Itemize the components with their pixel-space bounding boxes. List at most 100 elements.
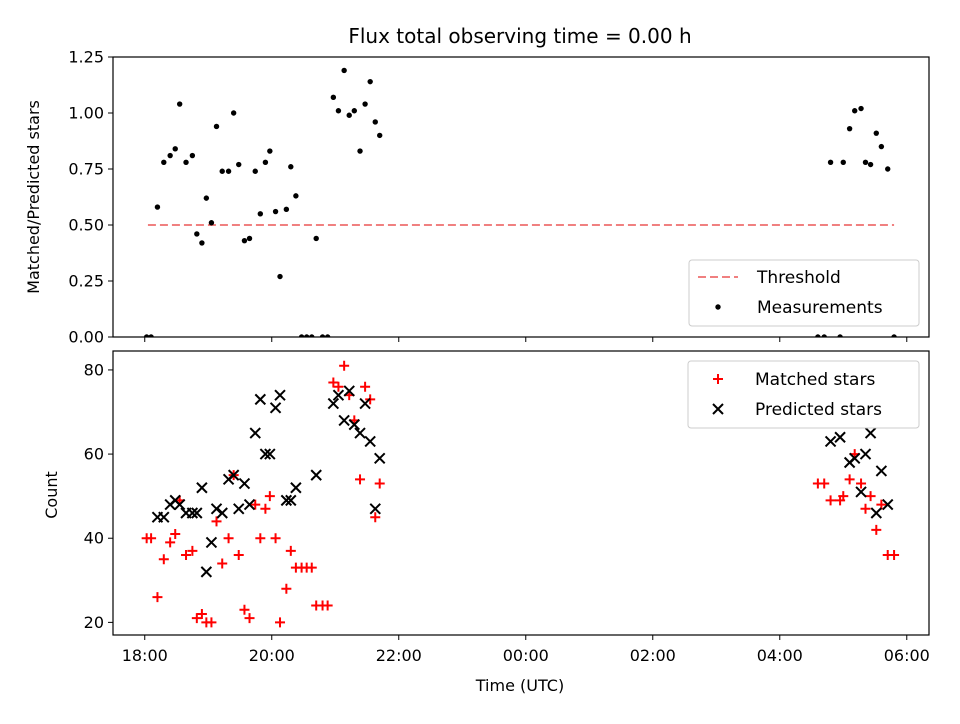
matched-star-point [239, 604, 250, 615]
matched-star-point [856, 478, 867, 489]
top-y-axis-label: Matched/Predicted stars [24, 100, 43, 294]
predicted-star-point [259, 448, 272, 460]
predicted-star-point [205, 536, 218, 549]
matched-star-point [250, 499, 261, 510]
predicted-star-point [310, 469, 322, 481]
bottom-x-tick-label: 04:00 [757, 646, 803, 665]
matched-star-point [187, 545, 198, 556]
matched-star-point [838, 491, 849, 502]
predicted-star-point [227, 469, 240, 481]
measurement-point [143, 334, 150, 337]
matched-star-point [264, 491, 275, 502]
predicted-star-point [338, 414, 350, 427]
matched-star-point [223, 533, 234, 544]
top-legend-box [688, 259, 920, 327]
measurement-point [272, 208, 279, 215]
measurement-point [821, 334, 827, 337]
matched-stars-points [141, 360, 900, 628]
measurement-point [330, 94, 337, 101]
predicted-star-point [369, 503, 381, 515]
matched-star-point [281, 583, 292, 594]
matched-star-point [860, 503, 871, 514]
predicted-star-point [290, 482, 302, 494]
matched-star-point [865, 491, 876, 502]
predicted-star-point [848, 452, 861, 464]
measurement-point [161, 159, 167, 165]
measurement-point [362, 101, 368, 107]
predicted-star-point [364, 435, 376, 448]
predicted-star-point [173, 498, 186, 511]
matched-star-point [339, 360, 350, 371]
matched-star-point [270, 533, 281, 544]
bottom-x-axis-label: Time (UTC) [475, 676, 564, 695]
top-legend: Threshold Measurements [688, 259, 920, 327]
predicted-star-point [864, 427, 877, 439]
matched-star-point [211, 516, 222, 527]
matched-star-point [196, 608, 207, 619]
bottom-x-tick-label: 00:00 [503, 646, 549, 665]
predicted-star-point [834, 431, 846, 443]
legend-threshold-label: Threshold [756, 268, 841, 288]
legend-measurements-label: Measurements [757, 298, 883, 318]
predicted-star-point [374, 452, 386, 464]
measurement-point [203, 195, 210, 201]
legend-matched-swatch [713, 374, 723, 384]
measurement-point [309, 334, 315, 337]
predicted-star-point [280, 494, 293, 507]
bottom-legend-box [687, 360, 920, 429]
top-y-tick-label: 1.25 [68, 48, 104, 67]
predicted-star-point [243, 498, 256, 511]
matched-star-point [165, 537, 176, 548]
matched-star-point [306, 562, 317, 573]
predicted-star-point [332, 389, 345, 401]
predicted-stars-points [151, 385, 894, 578]
measurement-point [172, 146, 178, 152]
measurement-point [885, 166, 891, 172]
predicted-star-point [196, 482, 208, 494]
predicted-star-point [859, 448, 872, 460]
measurement-point [873, 130, 879, 136]
measurement-point [257, 211, 264, 217]
matched-star-point [158, 554, 169, 565]
measurement-point [891, 334, 897, 337]
measurement-point [283, 206, 290, 213]
bottom-y-tick-label: 80 [84, 360, 104, 379]
measurement-point [262, 159, 269, 165]
measurement-point [298, 334, 305, 337]
measurement-point [846, 125, 853, 132]
predicted-star-point [882, 498, 894, 511]
bottom-x-tick-label: 22:00 [376, 646, 422, 665]
predicted-star-point [824, 435, 837, 448]
measurement-point [267, 148, 273, 154]
top-y-tick-label: 0.50 [68, 216, 104, 235]
matched-star-point [146, 533, 157, 544]
top-y-tick-label: 1.00 [68, 104, 104, 123]
measurement-point [815, 334, 821, 337]
measurement-point [213, 123, 220, 130]
measurement-point [277, 273, 283, 280]
predicted-star-point [210, 503, 223, 515]
matched-star-point [355, 474, 366, 485]
measurement-point [176, 101, 183, 107]
measurement-point [225, 168, 232, 174]
measurement-point [346, 112, 352, 118]
predicted-star-point [264, 448, 276, 460]
predicted-star-point [186, 507, 199, 519]
matched-star-point [170, 529, 181, 540]
matched-star-point [191, 613, 202, 624]
predicted-star-point [348, 418, 361, 431]
bottom-y-tick-label: 40 [84, 529, 104, 548]
measurement-point [367, 78, 373, 85]
matched-star-point [844, 474, 855, 485]
measurement-point [241, 237, 248, 244]
predicted-star-point [274, 389, 286, 401]
legend-predicted-label: Predicted stars [755, 400, 882, 420]
matched-star-point [322, 600, 333, 611]
measurement-point [827, 159, 834, 165]
measurement-point [319, 334, 326, 337]
predicted-star-point [354, 427, 366, 439]
measurement-point [189, 152, 196, 159]
measurement-point [183, 159, 189, 165]
bottom-y-tick-label: 20 [84, 613, 104, 632]
